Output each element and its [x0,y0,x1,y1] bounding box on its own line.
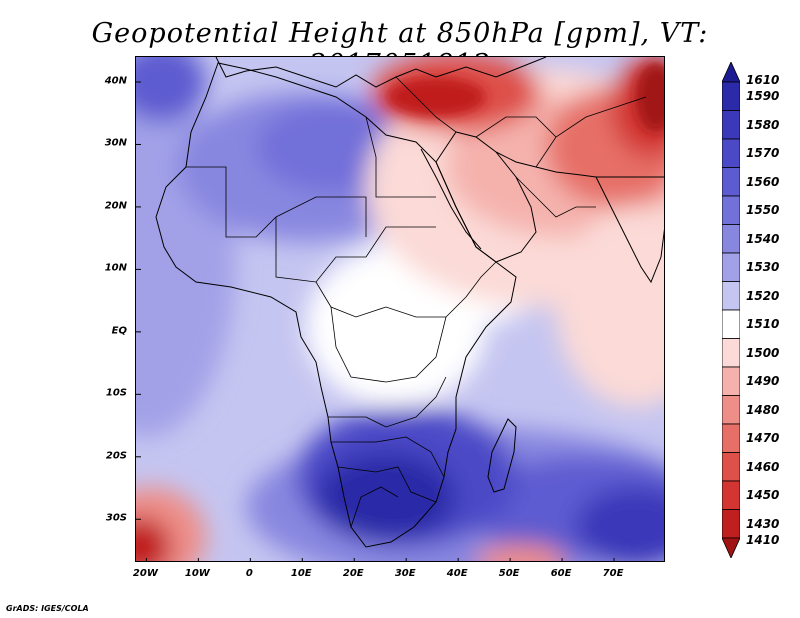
lat-label-40n: 40N [104,75,127,87]
colorbar-label-1570: 1570 [746,146,780,161]
colorbar-label-1500: 1500 [746,345,780,360]
colorbar-segment-1550 [722,195,740,225]
colorbar-label-1430: 1430 [746,516,780,531]
colorbar-segment-1590 [722,81,740,111]
field-east-indian [556,207,664,407]
border-line-7 [331,436,445,478]
red-sea-coast [420,148,482,250]
field-southern-africa-core [316,452,456,542]
lon-label-30e: 30E [394,568,416,579]
field-southwest-core [136,517,171,561]
geopotential-map [136,57,664,561]
border-line-9 [350,486,399,528]
field-southeast-high [576,487,664,561]
border-line-8 [337,466,437,503]
lat-label-eq: EQ [111,325,127,337]
colorbar-segment-1510 [722,309,740,339]
credit-text: GrADS: IGES/COLA [6,604,89,613]
colorbar-segment-1560 [722,167,740,197]
border-line-11 [515,176,596,218]
colorbar-segment-1490 [722,366,740,396]
colorbar-segment-1500 [722,338,740,368]
colorbar-label-1590: 1590 [746,89,780,104]
lon-label-10e: 10E [290,568,312,579]
colorbar [722,62,740,558]
arabia-coastline [435,131,537,263]
colorbar-segment-1540 [722,224,740,254]
lon-label-50e: 50E [498,568,520,579]
colorbar-segment-1430 [722,509,740,539]
colorbar-segment-1530 [722,252,740,282]
colorbar-label-1470: 1470 [746,431,780,446]
border-line-13 [475,116,557,138]
colorbar-segment-1570 [722,138,740,168]
field-northwest-high [136,57,206,122]
colorbar-label-1450: 1450 [746,488,780,503]
axis-ticks [136,81,615,561]
coastlines [155,57,664,548]
colorbar-label-1550: 1550 [746,203,780,218]
lat-label-20s: 20S [105,450,127,462]
lon-label-20w: 20W [132,568,158,579]
colorbar-segment-1460 [722,452,740,482]
lon-label-40e: 40E [446,568,468,579]
lon-label-0: 0 [245,568,253,579]
lon-label-20e: 20E [342,568,364,579]
colorbar-label-1580: 1580 [746,117,780,132]
lon-label-10w: 10W [184,568,210,579]
border-line-1 [186,166,367,238]
colorbar-label-1410: 1410 [746,533,780,547]
colorbar-label-1480: 1480 [746,402,780,417]
colorbar-label-1520: 1520 [746,288,780,303]
colorbar-label-1530: 1530 [746,260,780,275]
iran-coastline [495,151,597,178]
country-borders [186,76,647,528]
madagascar-coastline [487,418,517,493]
colorbar-segment-1480 [722,395,740,425]
colorbar-segment-1470 [722,423,740,453]
field-south-central-low [476,544,566,561]
lat-label-30s: 30S [105,512,127,524]
colorbar-label-1560: 1560 [746,174,780,189]
map-panel [135,56,665,562]
border-line-5 [330,306,447,383]
europe-coastline [215,57,547,88]
colorbar-label-1490: 1490 [746,374,780,389]
africa-coastline [155,62,517,548]
border-line-3 [365,116,436,198]
colorbar-label-1460: 1460 [746,459,780,474]
colorbar-segment-1410 [722,537,740,558]
india-coastline [595,176,664,284]
border-line-10 [465,261,497,298]
colorbar-label-1540: 1540 [746,231,780,246]
lat-label-10s: 10S [105,387,127,399]
border-line-14 [395,76,457,133]
colorbar-label-1610: 1610 [746,73,780,87]
border-line-2 [275,217,436,283]
field-himalaya-core [636,62,664,132]
colorbar-segment-1580 [722,110,740,140]
lon-label-70e: 70E [602,568,624,579]
lat-label-20n: 20N [104,200,127,212]
colorbar-segment-1610 [722,62,740,83]
lat-label-10n: 10N [104,262,127,274]
height-field [136,57,664,561]
lon-label-60e: 60E [550,568,572,579]
lat-label-30n: 30N [104,137,127,149]
colorbar-segment-1450 [722,480,740,510]
field-turkey-core [386,77,486,117]
border-line-12 [535,96,647,168]
border-line-6 [328,376,447,428]
colorbar-label-1510: 1510 [746,317,780,332]
colorbar-segment-1520 [722,281,740,311]
